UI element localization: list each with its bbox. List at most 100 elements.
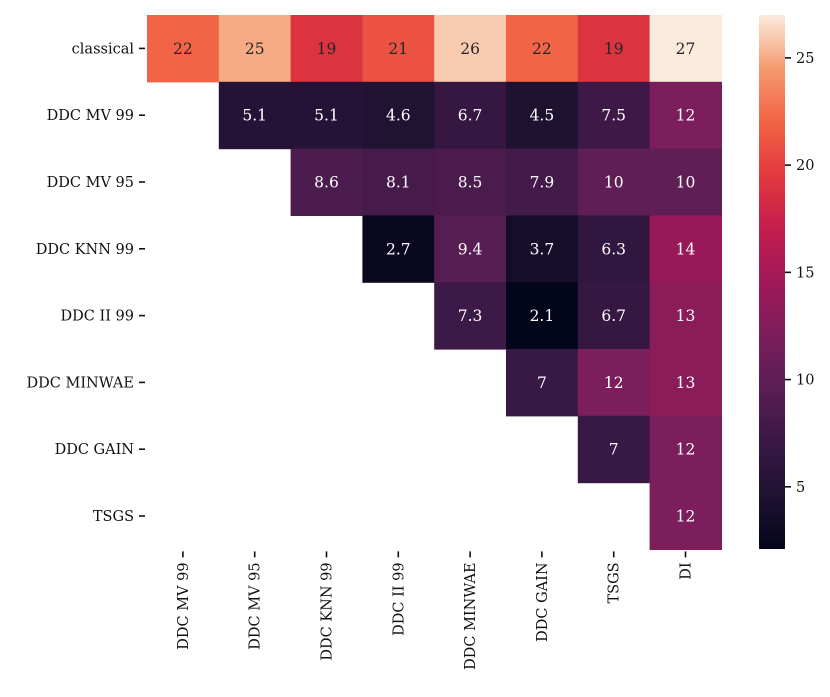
cell-value-label: 12 [676, 508, 696, 526]
cell-value-label: 19 [317, 40, 337, 58]
row-tick-labels: classical DDC MV 99 DDC MV 95 DDC KNN 99 DDC… [27, 41, 145, 525]
cell-value-label: 4.5 [530, 107, 555, 125]
column-tick-label: DDC KNN 99 [320, 562, 336, 660]
row-tick-label: DDC MV 95 [47, 175, 134, 191]
colorbar-ticks: 5 10 15 20 25 [785, 51, 814, 496]
heatmap-cell [649, 482, 722, 550]
heatmap-cell [577, 215, 651, 283]
cell-value-label: 22 [173, 40, 193, 58]
cell-value-label: 27 [676, 40, 696, 58]
cell-value-label: 5.1 [314, 107, 339, 125]
colorbar-tick-label: 15 [796, 265, 814, 281]
heatmap-cell [362, 81, 435, 150]
column-tick-label: DDC II 99 [391, 562, 407, 635]
heatmap-cell [577, 415, 651, 484]
cell-value-label: 25 [245, 40, 265, 58]
column-tick-label: DDC MV 99 [176, 562, 192, 649]
row-tick-label: DDC MV 99 [47, 108, 134, 124]
heatmap-cell [506, 81, 579, 150]
cell-value-label: 7 [609, 441, 619, 459]
cell-value-label: 7 [537, 374, 547, 392]
heatmap-cell [218, 81, 292, 150]
cell-value-label: 5.1 [242, 107, 267, 125]
heatmap-cell [577, 148, 651, 216]
colorbar-tick-label: 20 [796, 158, 814, 174]
cell-value-label: 8.5 [458, 174, 483, 192]
heatmap-cell [577, 15, 651, 83]
heatmap-cell [434, 282, 507, 350]
column-tick-label: TSGS [607, 562, 623, 603]
cell-value-label: 6.3 [601, 240, 626, 258]
colorbar: 5 10 15 20 25 [759, 15, 814, 549]
heatmap-cell [362, 15, 435, 83]
heatmap-cell [434, 215, 507, 283]
cell-value-label: 7.5 [601, 107, 626, 125]
cell-value-label: 4.6 [386, 107, 411, 125]
column-tick-labels: DDC MV 99 DDC MV 95 DDC KNN 99 DDC II 99 DDC… [176, 551, 695, 670]
cell-value-label: 3.7 [530, 240, 555, 258]
cell-value-label: 9.4 [458, 240, 483, 258]
cell-value-label: 14 [676, 240, 696, 258]
heatmap-cell [434, 15, 507, 83]
heatmap-cell [362, 215, 435, 283]
heatmap-cell [649, 415, 722, 484]
row-tick-label: DDC II 99 [61, 309, 134, 325]
heatmap-cell [577, 349, 651, 417]
heatmap-cell [577, 81, 651, 150]
cell-value-label: 8.1 [386, 174, 411, 192]
cell-value-label: 7.9 [530, 174, 555, 192]
heatmap-cell [218, 15, 292, 83]
cell-value-label: 13 [676, 374, 696, 392]
heatmap-cell [649, 81, 722, 150]
column-tick-label: DDC MINWAE [463, 562, 479, 669]
column-tick-label: DI [679, 562, 695, 579]
heatmap-cell [506, 215, 579, 283]
cell-value-label: 12 [604, 374, 624, 392]
cell-value-label: 12 [676, 107, 696, 125]
cell-value-label: 10 [604, 174, 624, 192]
heatmap-cell [649, 282, 722, 350]
cell-value-label: 22 [532, 40, 552, 58]
heatmap-cell [506, 15, 579, 83]
heatmap-cell [290, 148, 363, 216]
row-tick-label: TSGS [93, 509, 134, 525]
column-tick-label: DDC MV 95 [248, 562, 264, 649]
cell-value-label: 7.3 [458, 307, 483, 325]
heatmap-cell [290, 81, 363, 150]
heatmap-cell [649, 15, 722, 83]
cell-value-label: 21 [388, 40, 408, 58]
heatmap-cell [506, 349, 579, 417]
cell-value-label: 6.7 [458, 107, 483, 125]
cell-value-label: 12 [676, 441, 696, 459]
heatmap-cell [434, 81, 507, 150]
colorbar-tick-label: 5 [796, 480, 805, 496]
heatmap-cell [434, 148, 507, 216]
column-tick-label: DDC GAIN [535, 562, 551, 642]
heatmap-cell [290, 15, 363, 83]
heatmap-cell [506, 148, 579, 216]
cell-value-label: 10 [676, 174, 696, 192]
row-tick-label: DDC KNN 99 [36, 242, 134, 258]
cell-value-label: 2.7 [386, 240, 411, 258]
row-tick-label: classical [72, 41, 135, 57]
heatmap-cell [649, 215, 722, 283]
colorbar-gradient [759, 15, 785, 549]
heatmap-cell [649, 148, 722, 216]
cell-value-label: 19 [604, 40, 624, 58]
colorbar-tick-label: 10 [796, 373, 814, 389]
row-tick-label: DDC GAIN [55, 442, 135, 458]
cell-value-label: 2.1 [530, 307, 555, 325]
cell-value-label: 6.7 [601, 307, 626, 325]
colorbar-tick-label: 25 [796, 51, 814, 67]
heatmap-cell [506, 282, 579, 350]
heatmap-cell [362, 148, 435, 216]
heatmap-cell [577, 282, 651, 350]
cell-value-label: 26 [460, 40, 480, 58]
cell-value-label: 8.6 [314, 174, 339, 192]
heatmap-cell [649, 349, 722, 417]
row-tick-label: DDC MINWAE [27, 375, 134, 391]
heatmap-cell [147, 15, 220, 83]
heatmap-cells: 22 25 19 21 26 22 19 27 5.1 5.1 4.6 6.7 4.5 7.5 12 8.6 8… [147, 15, 722, 550]
cell-value-label: 13 [676, 307, 696, 325]
